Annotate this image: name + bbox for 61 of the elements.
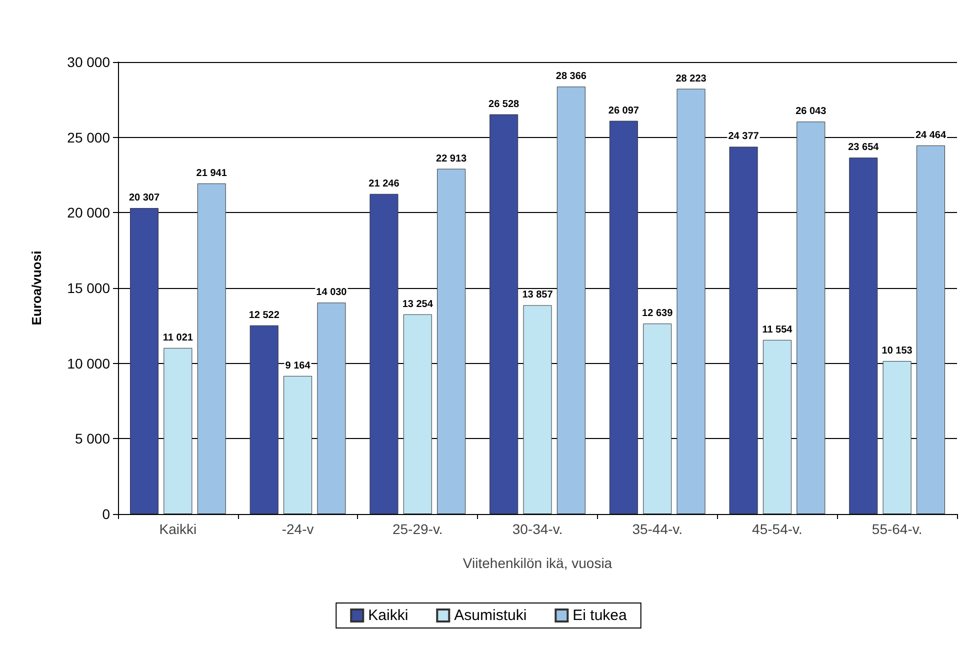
bar bbox=[130, 208, 159, 514]
x-tick-label: 55-64-v. bbox=[872, 521, 922, 537]
data-label: 23 654 bbox=[848, 142, 880, 154]
data-label: 13 254 bbox=[402, 298, 434, 310]
data-label: 26 043 bbox=[796, 106, 827, 118]
bar bbox=[317, 302, 346, 514]
bar bbox=[403, 314, 432, 514]
bar bbox=[490, 114, 518, 514]
bar bbox=[882, 361, 912, 514]
data-label: 14 030 bbox=[316, 287, 348, 298]
y-tick-label: 30 000 bbox=[67, 54, 110, 70]
data-label: 28 223 bbox=[676, 73, 707, 84]
data-label: 11 554 bbox=[762, 324, 793, 336]
y-tick-label: 20 000 bbox=[67, 204, 110, 221]
data-label: 20 307 bbox=[128, 192, 160, 204]
data-label: 22 913 bbox=[436, 153, 468, 164]
data-label: 21 941 bbox=[196, 168, 228, 179]
y-tick-label: 5 000 bbox=[74, 430, 110, 447]
bar bbox=[676, 88, 706, 514]
data-label: 11 021 bbox=[162, 332, 194, 344]
y-tick-label: 15 000 bbox=[67, 280, 110, 296]
legend-label: Ei tukea bbox=[572, 607, 628, 624]
data-label: 13 857 bbox=[522, 290, 554, 301]
bar bbox=[437, 168, 466, 514]
data-label: 21 246 bbox=[368, 178, 400, 190]
bar bbox=[762, 340, 792, 514]
y-tick-label: 0 bbox=[102, 506, 110, 522]
x-tick-label: Kaikki bbox=[159, 521, 197, 537]
data-label: 24 464 bbox=[915, 130, 946, 141]
data-label: 12 522 bbox=[248, 310, 280, 321]
data-label: 26 528 bbox=[488, 98, 520, 110]
legend-label: Asumistuki bbox=[454, 607, 527, 624]
y-tick-label: 25 000 bbox=[67, 129, 110, 146]
x-tick-label: 30-34-v. bbox=[512, 521, 563, 537]
bar bbox=[556, 86, 586, 514]
legend-label: Kaikki bbox=[368, 607, 408, 624]
x-tick-label: 25-29-v. bbox=[392, 521, 443, 537]
bar bbox=[197, 183, 226, 514]
bar bbox=[643, 324, 672, 514]
x-tick-label: 45-54-v. bbox=[752, 521, 802, 537]
data-label: 26 097 bbox=[608, 105, 640, 116]
bar bbox=[849, 158, 878, 514]
data-label: 10 153 bbox=[882, 346, 913, 357]
data-label: 28 366 bbox=[556, 71, 587, 82]
bar bbox=[609, 120, 638, 514]
bar bbox=[729, 146, 758, 514]
bar bbox=[284, 376, 312, 514]
bar bbox=[916, 145, 946, 514]
bar bbox=[250, 325, 278, 514]
y-axis-title: Euroa/vuosi bbox=[29, 250, 44, 326]
bar bbox=[164, 348, 192, 514]
y-tick-label: 10 000 bbox=[67, 355, 110, 372]
data-label: 12 639 bbox=[642, 308, 674, 320]
data-label: 24 377 bbox=[728, 131, 760, 142]
bar bbox=[523, 305, 552, 514]
x-tick-label: 35-44-v. bbox=[632, 521, 683, 537]
bar bbox=[796, 122, 826, 514]
data-label: 9 164 bbox=[285, 360, 311, 372]
x-axis-title: Viitehenkilön ikä, vuosia bbox=[462, 555, 612, 571]
x-tick-label: -24-v bbox=[282, 521, 314, 537]
bar bbox=[370, 194, 398, 514]
